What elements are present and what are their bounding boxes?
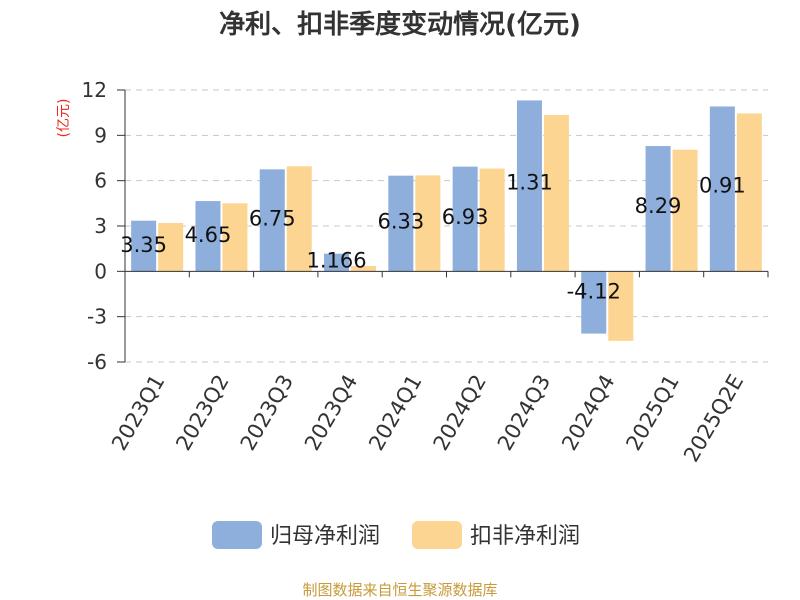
legend-swatch-net-profit bbox=[212, 521, 262, 549]
bar-net-profit-2025Q1 bbox=[645, 146, 671, 272]
legend-label-net-profit: 归母净利润 bbox=[270, 524, 380, 549]
data-label: 6.33 bbox=[377, 210, 424, 234]
bar-net-profit-2024Q4 bbox=[581, 271, 607, 334]
x-tick-label: 2023Q4 bbox=[300, 371, 362, 455]
data-label: 4.65 bbox=[185, 223, 232, 247]
x-tick-label: 2024Q1 bbox=[364, 371, 426, 455]
x-tick-label: 2024Q3 bbox=[493, 371, 555, 455]
bar-net-profit-2023Q2 bbox=[195, 201, 221, 272]
y-tick-labels: 12 9 6 3 0 -3 -6 bbox=[82, 78, 107, 374]
axes bbox=[117, 89, 769, 363]
y-axis-label: (亿元) bbox=[56, 99, 72, 138]
data-label: 8.29 bbox=[635, 194, 682, 218]
bar-deducted-profit-2024Q2 bbox=[479, 168, 505, 272]
data-label: 6.93 bbox=[442, 205, 489, 229]
data-label: 6.75 bbox=[249, 206, 296, 230]
x-tick-label: 2024Q4 bbox=[557, 371, 619, 455]
data-label: 1.31 bbox=[506, 170, 553, 194]
chart-title: 净利、扣非季度变动情况(亿元) bbox=[219, 9, 581, 40]
bar-deducted-profit-2023Q1 bbox=[158, 222, 184, 272]
x-tick-label: 2023Q1 bbox=[107, 371, 169, 455]
bar-deducted-profit-2024Q1 bbox=[415, 175, 441, 272]
x-tick-label: 2023Q2 bbox=[171, 371, 233, 455]
bar-net-profit-2024Q2 bbox=[452, 166, 478, 272]
legend: 归母净利润 扣非净利润 bbox=[212, 521, 580, 549]
bar-deducted-profit-2025Q1 bbox=[672, 149, 698, 272]
legend-swatch-deducted-profit bbox=[412, 521, 462, 549]
y-tick-label: 12 bbox=[82, 78, 107, 102]
data-label: 3.35 bbox=[120, 233, 167, 257]
y-tick-label: 9 bbox=[94, 123, 107, 147]
y-tick-label: -6 bbox=[87, 350, 107, 374]
data-label: 1.166 bbox=[306, 248, 366, 272]
y-tick-label: 0 bbox=[94, 259, 107, 283]
bar-deducted-profit-2024Q4 bbox=[608, 271, 634, 341]
y-tick-label: 3 bbox=[94, 214, 107, 238]
x-tick-label: 2023Q3 bbox=[236, 371, 298, 455]
data-label: -4.12 bbox=[567, 279, 621, 303]
data-label: 0.91 bbox=[699, 174, 746, 198]
bar-deducted-profit-2025Q2E bbox=[736, 113, 762, 272]
x-tick-labels: 2023Q1 2023Q2 2023Q3 2023Q4 2024Q1 2024Q2 2024… bbox=[107, 371, 748, 467]
bar-net-profit-2023Q4 bbox=[324, 253, 350, 272]
data-labels: 3.35 4.65 6.75 1.166 6.33 6.93 1.31 -4.12 8.29 0.… bbox=[120, 170, 745, 303]
bar-deducted-profit-2023Q4 bbox=[351, 266, 377, 272]
bar-net-profit-2024Q3 bbox=[516, 100, 542, 272]
bar-net-profit-2023Q1 bbox=[131, 220, 157, 272]
grid-lines bbox=[125, 89, 768, 363]
y-tick-label: -3 bbox=[87, 305, 107, 329]
bar-deducted-profit-2024Q3 bbox=[543, 114, 569, 272]
y-tick-label: 6 bbox=[94, 169, 107, 193]
legend-label-deducted-profit: 扣非净利润 bbox=[470, 524, 580, 549]
bar-net-profit-2024Q1 bbox=[388, 175, 414, 272]
x-tick-label: 2025Q1 bbox=[621, 371, 683, 455]
x-tick-label: 2025Q2E bbox=[679, 371, 748, 467]
bar-net-profit-2023Q3 bbox=[259, 169, 285, 272]
bar-deducted-profit-2023Q2 bbox=[222, 203, 248, 272]
bar-net-profit-2025Q2E bbox=[709, 106, 735, 272]
bar-deducted-profit-2023Q3 bbox=[286, 166, 312, 272]
source-note: 制图数据来自恒生聚源数据库 bbox=[302, 581, 497, 599]
bar-group bbox=[131, 100, 762, 341]
x-tick-label: 2024Q2 bbox=[429, 371, 491, 455]
